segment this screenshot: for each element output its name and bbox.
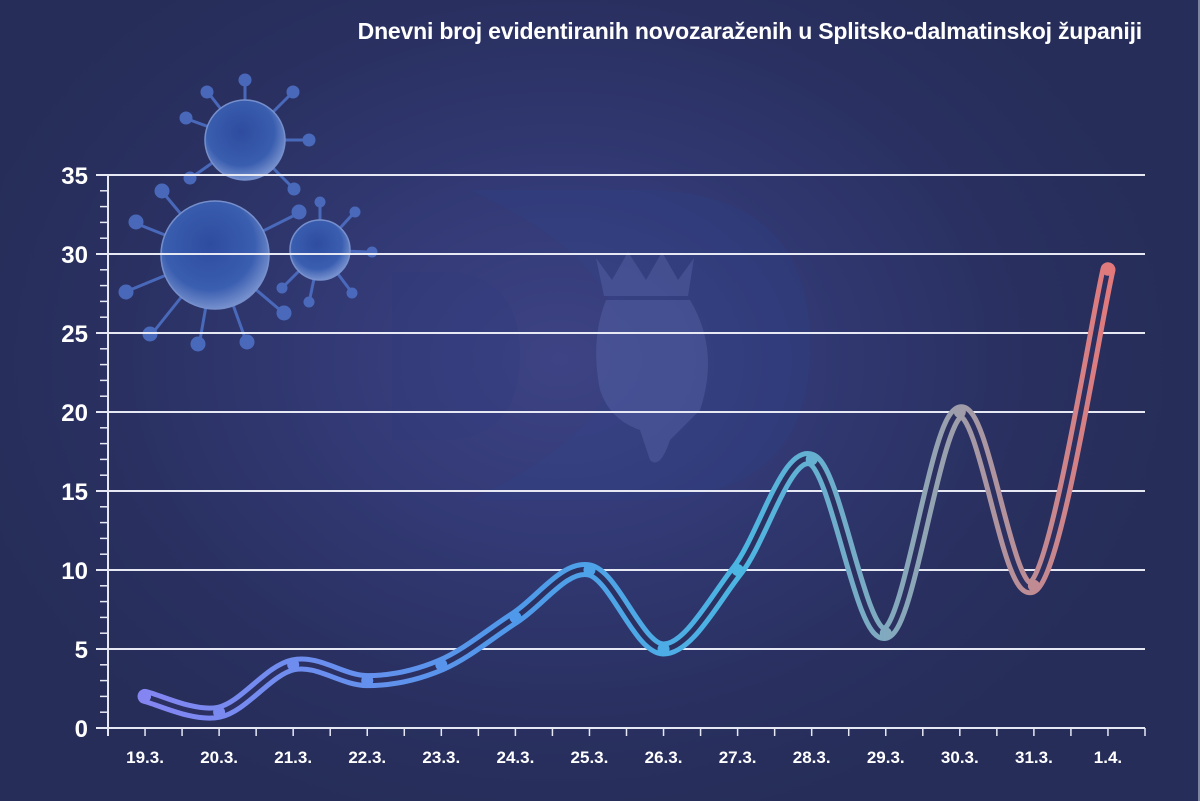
data-point <box>657 643 670 655</box>
y-tick-label: 35 <box>61 163 88 190</box>
data-point <box>361 674 374 687</box>
y-tick-label: 30 <box>61 242 88 269</box>
data-point <box>953 406 966 418</box>
frame-edge <box>1198 0 1200 801</box>
virus-illustration <box>118 73 378 352</box>
data-point <box>435 658 448 671</box>
data-point <box>731 564 744 576</box>
x-tick-label: 23.3. <box>422 748 460 767</box>
y-tick-label: 0 <box>75 716 88 743</box>
x-tick-label: 21.3. <box>274 748 312 767</box>
data-point <box>583 564 596 576</box>
chart-title: Dnevni broj evidentiranih novozaraženih … <box>357 18 1143 44</box>
data-point <box>1101 263 1114 276</box>
watermark-logo <box>392 190 810 500</box>
x-tick-label: 19.3. <box>126 748 164 767</box>
x-tick-label: 1.4. <box>1094 748 1122 767</box>
x-tick-label: 24.3. <box>496 748 534 767</box>
y-tick-label: 10 <box>61 558 88 585</box>
lion-crown-icon <box>596 252 708 463</box>
data-point <box>213 706 226 719</box>
data-series-line <box>137 262 1116 721</box>
data-point <box>139 690 152 703</box>
x-tick-label: 30.3. <box>941 748 979 767</box>
data-point <box>509 611 522 624</box>
y-tick-label: 5 <box>75 637 88 664</box>
x-tick-label: 28.3. <box>793 748 831 767</box>
y-tick-label: 25 <box>61 321 88 348</box>
y-axis: 0 5 10 15 20 25 30 35 <box>61 163 109 743</box>
x-tick-label: 27.3. <box>719 748 757 767</box>
data-point <box>1027 579 1040 592</box>
y-tick-label: 15 <box>61 479 88 506</box>
x-tick-label: 22.3. <box>348 748 386 767</box>
x-tick-label: 25.3. <box>571 748 609 767</box>
gridlines <box>96 174 1145 729</box>
x-tick-label: 20.3. <box>200 748 238 767</box>
x-axis: 19.3. 20.3. 21.3. 22.3. 23.3. 24.3. 25.3. 26.3.… <box>107 728 1146 767</box>
x-tick-label: 29.3. <box>867 748 905 767</box>
y-tick-label: 20 <box>61 400 88 427</box>
data-point <box>287 658 300 671</box>
data-point <box>805 453 818 466</box>
data-point <box>879 627 892 640</box>
x-tick-label: 31.3. <box>1015 748 1053 767</box>
x-tick-label: 26.3. <box>645 748 683 767</box>
